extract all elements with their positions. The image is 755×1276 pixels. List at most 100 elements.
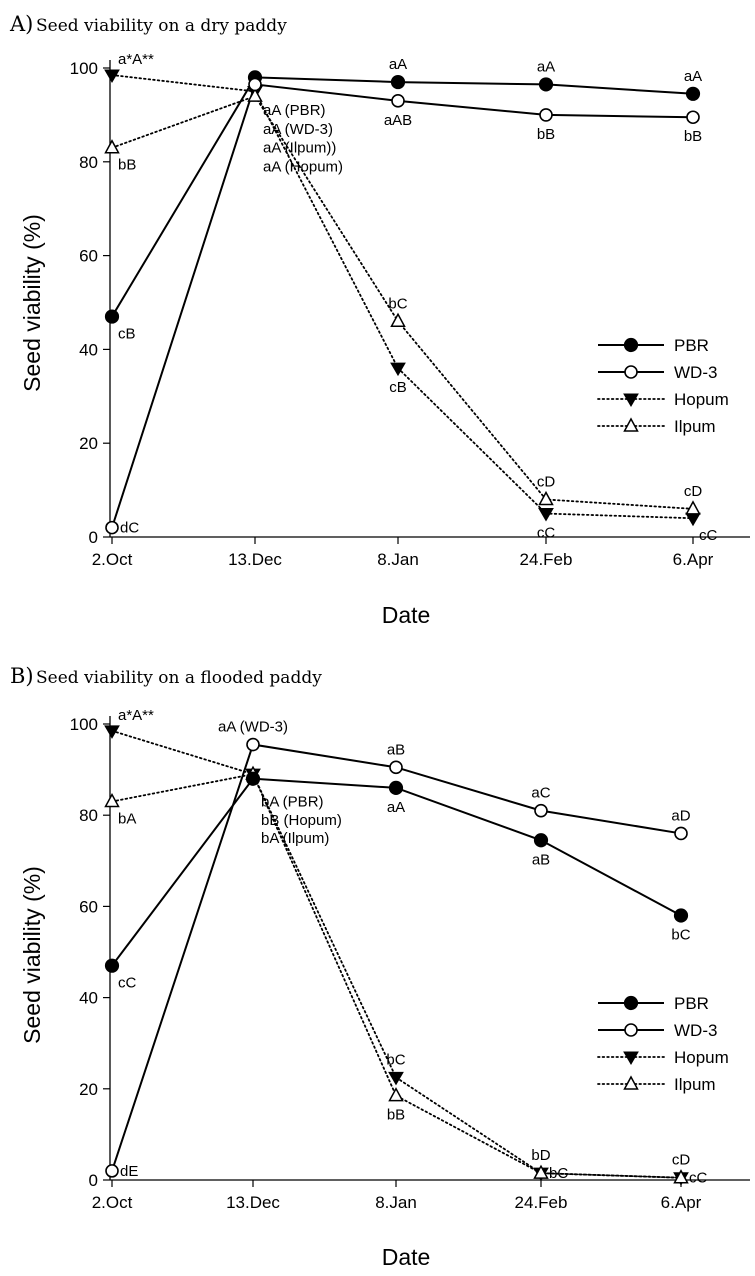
data-label: bC bbox=[386, 1051, 405, 1068]
panel-a-letter: A) bbox=[9, 12, 33, 36]
point-wd-3-6-apr bbox=[686, 110, 700, 125]
data-label: bC bbox=[549, 1165, 568, 1182]
data-label: bA bbox=[118, 811, 136, 828]
data-label: aD bbox=[671, 807, 690, 824]
point-ilpum-2-oct bbox=[104, 792, 120, 808]
point-wd-3-24-feb bbox=[539, 108, 553, 122]
data-label: bD bbox=[531, 1147, 550, 1164]
point-wd-3-6-apr bbox=[674, 826, 688, 841]
point-wd-3-13-dec bbox=[248, 77, 262, 92]
x-tick-label-2-oct: 2.Oct bbox=[92, 1193, 133, 1212]
legend-entry-pbr: PBR bbox=[598, 336, 709, 355]
data-label: a*A** bbox=[118, 707, 154, 724]
legend-label-hopum: Hopum bbox=[674, 390, 729, 409]
data-label: aA (WD-3) bbox=[263, 121, 333, 138]
data-label: bB (Hopum) bbox=[261, 812, 342, 829]
legend-marker-ilpum bbox=[623, 1075, 639, 1090]
point-ilpum-2-oct bbox=[104, 139, 120, 154]
data-label: aA (WD-3) bbox=[218, 719, 288, 736]
legend-entry-pbr: PBR bbox=[598, 994, 709, 1013]
data-label: aC bbox=[531, 785, 550, 802]
legend-label-wd-3: WD-3 bbox=[674, 1021, 717, 1040]
data-label: aB bbox=[532, 851, 550, 868]
legend-entry-hopum: Hopum bbox=[597, 390, 729, 409]
data-label: bC bbox=[388, 295, 407, 312]
panel-a-ylabel: Seed viability (%) bbox=[19, 214, 45, 392]
legend-entry-hopum: Hopum bbox=[597, 1048, 729, 1067]
data-label: bC bbox=[671, 927, 690, 944]
legend-entry-wd-3: WD-3 bbox=[598, 1021, 717, 1040]
data-label: dE bbox=[120, 1163, 138, 1180]
point-pbr-24-feb bbox=[538, 77, 554, 92]
data-label: aA (Ilpum)) bbox=[263, 140, 336, 157]
y-tick-label-100: 100 bbox=[70, 715, 98, 734]
y-tick-label-60: 60 bbox=[79, 247, 98, 266]
legend-marker-hopum bbox=[623, 1051, 639, 1065]
data-label: aA (Hopum) bbox=[263, 158, 343, 175]
point-hopum-6-apr bbox=[685, 512, 701, 527]
y-tick-label-0: 0 bbox=[89, 528, 98, 547]
panel-b-xlabel: Date bbox=[382, 1244, 431, 1270]
legend-entry-ilpum: Ilpum bbox=[597, 417, 716, 436]
data-label: aA (PBR) bbox=[263, 102, 326, 119]
data-label: bB bbox=[537, 126, 555, 143]
data-label: cD bbox=[672, 1152, 691, 1169]
panel-b-letter: B) bbox=[10, 664, 34, 688]
data-label: cD bbox=[537, 473, 556, 490]
legend-marker-hopum bbox=[623, 393, 639, 407]
panel-a-xlabel: Date bbox=[382, 602, 431, 628]
data-label: cC bbox=[118, 975, 137, 992]
panel-a-dry-paddy: A) Seed viability on a dry paddy Seed vi… bbox=[9, 12, 750, 628]
point-pbr-6-apr bbox=[673, 908, 689, 923]
legend-marker-wd-3 bbox=[624, 365, 638, 379]
data-label: aA bbox=[387, 799, 405, 816]
point-ilpum-6-apr bbox=[673, 1169, 689, 1184]
data-label: aA bbox=[389, 56, 407, 73]
y-tick-label-80: 80 bbox=[79, 153, 98, 172]
point-ilpum-8-jan bbox=[388, 1087, 404, 1102]
point-pbr-6-apr bbox=[685, 86, 701, 101]
point-pbr-13-dec bbox=[245, 771, 261, 786]
data-label: cC bbox=[699, 527, 718, 544]
legend-marker-wd-3 bbox=[624, 1023, 638, 1037]
data-label: cB bbox=[389, 379, 407, 396]
y-tick-label-0: 0 bbox=[89, 1171, 98, 1190]
data-label: bB bbox=[684, 128, 702, 145]
data-label: dC bbox=[120, 520, 139, 537]
panel-a-title: Seed viability on a dry paddy bbox=[36, 16, 287, 36]
legend-marker-ilpum bbox=[623, 417, 639, 432]
point-hopum-8-jan bbox=[390, 362, 406, 377]
point-wd-3-13-dec bbox=[246, 737, 260, 752]
legend-entry-wd-3: WD-3 bbox=[598, 363, 717, 382]
point-hopum-2-oct bbox=[104, 69, 120, 84]
legend-marker-pbr bbox=[623, 337, 639, 353]
data-label: bB bbox=[118, 157, 136, 174]
data-label: aA bbox=[684, 68, 702, 85]
x-tick-label-24-feb: 24.Feb bbox=[515, 1193, 568, 1212]
x-tick-label-24-feb: 24.Feb bbox=[520, 550, 573, 569]
panel-b-ylabel: Seed viability (%) bbox=[19, 866, 45, 1044]
panel-b-title: Seed viability on a flooded paddy bbox=[36, 668, 322, 688]
y-tick-label-20: 20 bbox=[79, 434, 98, 453]
data-label: cB bbox=[118, 326, 136, 343]
data-label: bA (Ilpum) bbox=[261, 830, 329, 847]
point-wd-3-2-oct bbox=[105, 1164, 119, 1178]
legend-label-pbr: PBR bbox=[674, 336, 709, 355]
data-label: aA bbox=[537, 58, 555, 75]
legend-label-hopum: Hopum bbox=[674, 1048, 729, 1067]
point-ilpum-13-dec bbox=[247, 87, 263, 102]
legend-entry-ilpum: Ilpum bbox=[597, 1075, 716, 1094]
y-tick-label-40: 40 bbox=[79, 340, 98, 359]
point-wd-3-8-jan bbox=[389, 760, 403, 775]
data-label: bB bbox=[387, 1107, 405, 1124]
point-pbr-8-jan bbox=[390, 74, 406, 90]
data-label: aB bbox=[387, 741, 405, 758]
point-pbr-2-oct bbox=[104, 958, 120, 973]
x-tick-label-6-apr: 6.Apr bbox=[673, 550, 714, 569]
point-wd-3-8-jan bbox=[391, 94, 405, 108]
data-label: bA (PBR) bbox=[261, 794, 324, 811]
point-hopum-8-jan bbox=[388, 1071, 404, 1086]
data-label: cD bbox=[684, 483, 703, 500]
point-wd-3-2-oct bbox=[105, 520, 119, 535]
data-label: aAB bbox=[384, 112, 412, 129]
